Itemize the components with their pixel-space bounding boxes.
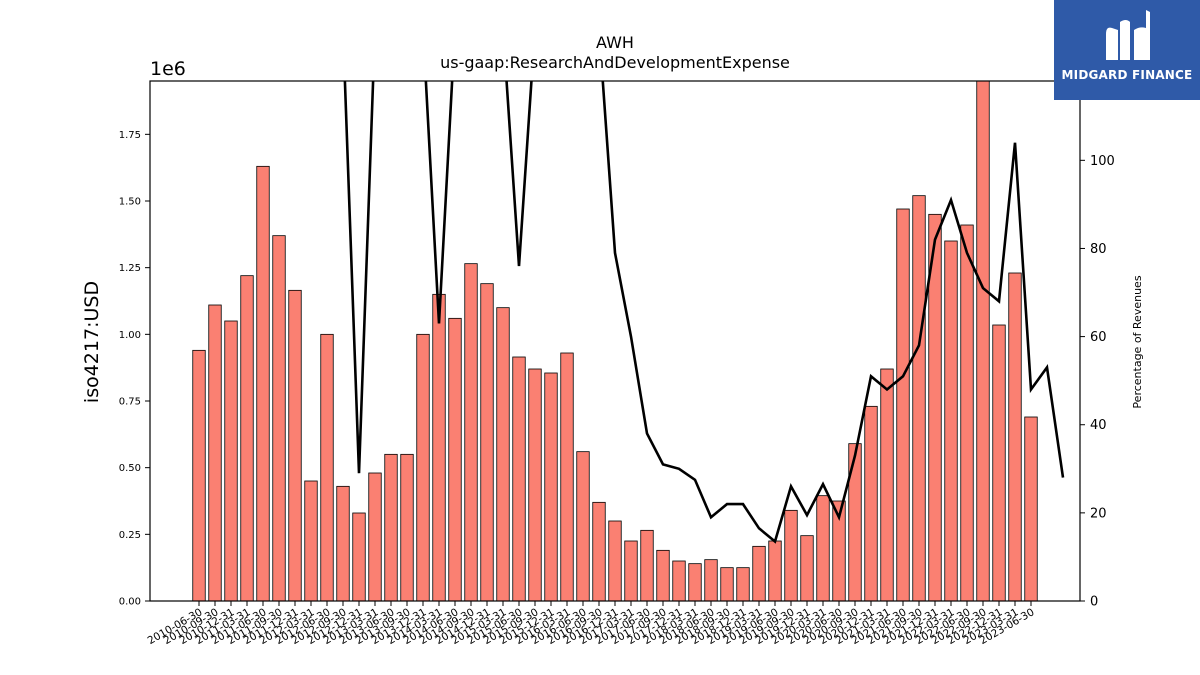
bar — [352, 512, 366, 602]
y-tick-label: 0.25 — [119, 530, 141, 541]
axes-group: 0.00 0.25 0.50 0.75 1.00 1.25 1.50 1.75 0 20 40 60 8… — [119, 80, 1115, 647]
bar — [464, 263, 478, 602]
bar — [752, 545, 766, 602]
bar — [640, 529, 654, 602]
y-tick-label: 1.00 — [119, 330, 141, 341]
bar — [560, 352, 574, 602]
bar — [800, 535, 814, 602]
bar — [240, 275, 254, 602]
bar — [976, 80, 990, 602]
bar — [576, 451, 590, 602]
bar — [864, 405, 878, 602]
bar — [368, 472, 382, 602]
y-tick-label: 0.50 — [119, 463, 141, 474]
bar — [528, 368, 542, 602]
bar — [288, 289, 302, 602]
bar — [320, 333, 334, 602]
y-tick-label: 1.75 — [119, 130, 141, 141]
bar — [880, 368, 894, 602]
bar — [944, 240, 958, 602]
y2-tick-label: 0 — [1090, 595, 1098, 610]
logo-text: MIDGARD FINANCE — [1061, 68, 1193, 82]
y-tick-label: 0.00 — [119, 597, 141, 608]
y2-axis-label: Percentage of Revenues — [1131, 275, 1144, 408]
bar — [272, 235, 286, 602]
bar — [784, 509, 798, 602]
y2-tick-label: 60 — [1090, 330, 1107, 345]
bar — [256, 165, 270, 602]
bar — [416, 333, 430, 602]
y-tick-label: 1.50 — [119, 197, 141, 208]
bar — [992, 324, 1006, 602]
bar — [496, 307, 510, 602]
bar — [384, 453, 398, 602]
y-tick-label: 0.75 — [119, 397, 141, 408]
y-multiplier-label: 1e6 — [150, 58, 186, 80]
bar — [720, 567, 734, 602]
bar — [656, 549, 670, 602]
y2-tick-label: 80 — [1090, 242, 1107, 257]
bar — [960, 224, 974, 602]
bar — [592, 501, 606, 602]
bar — [336, 485, 350, 602]
chart-title: AWH — [596, 33, 634, 52]
bar — [768, 540, 782, 602]
y2-tick-label: 20 — [1090, 506, 1107, 521]
bar — [1024, 416, 1038, 602]
bar — [192, 349, 206, 602]
bar — [896, 208, 910, 602]
y-tick-label: 1.25 — [119, 263, 141, 274]
y2-tick-label: 100 — [1090, 154, 1115, 169]
bar — [432, 293, 446, 602]
bar — [544, 372, 558, 602]
bar — [400, 453, 414, 602]
bar — [672, 560, 686, 602]
y2-tick-label: 40 — [1090, 418, 1107, 433]
midgard-logo-icon — [1106, 10, 1150, 61]
bar — [688, 563, 702, 602]
bar — [848, 443, 862, 602]
series-line — [343, 81, 1065, 544]
bar — [1008, 272, 1022, 602]
midgard-finance-logo: MIDGARD FINANCE — [1054, 0, 1200, 100]
bar — [448, 317, 462, 602]
chart-subtitle: us-gaap:ResearchAndDevelopmentExpense — [440, 53, 790, 72]
bar — [208, 304, 222, 602]
bar — [608, 520, 622, 602]
line-group — [343, 81, 1065, 544]
bar — [704, 559, 718, 602]
bars-group — [192, 80, 1038, 602]
bar — [304, 480, 318, 602]
bar — [912, 195, 926, 602]
bar — [480, 283, 494, 602]
y-axis-label: iso4217:USD — [81, 281, 103, 403]
bar — [512, 356, 526, 602]
bar — [224, 320, 238, 602]
bar — [736, 567, 750, 602]
bar — [624, 540, 638, 602]
bar — [816, 495, 830, 602]
